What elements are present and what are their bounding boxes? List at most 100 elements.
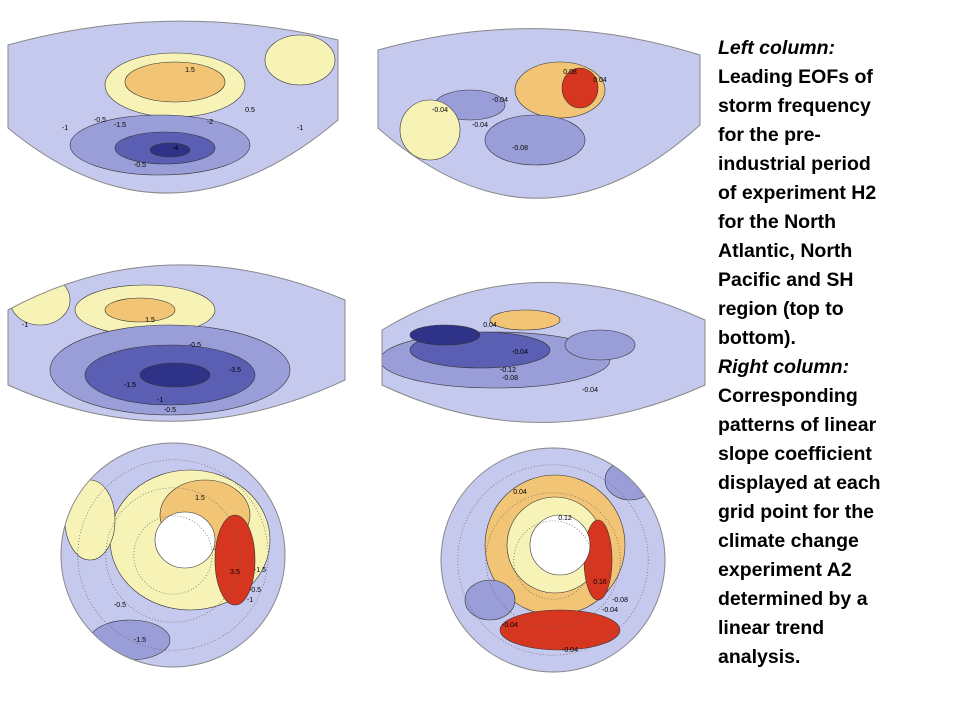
contour-region [64, 479, 116, 561]
latitude-ring [105, 487, 241, 623]
contour-label: 0.04 [593, 77, 607, 84]
contour-label: -1 [157, 397, 163, 404]
contour-label: -0.5 [94, 117, 106, 124]
latitude-ring [513, 520, 593, 600]
map-fill [382, 282, 705, 423]
contour-label: -0.5 [189, 342, 201, 349]
contour-label: -0.04 [512, 349, 528, 356]
contour-label: -0.12 [500, 367, 516, 374]
contour-label: -4 [172, 145, 178, 152]
contour-region [561, 67, 599, 109]
contour-region [124, 61, 226, 103]
contour-label: 0.5 [245, 107, 255, 114]
contour-region [264, 34, 336, 86]
caption-line: climate change [718, 530, 859, 552]
contour-label: -1.5 [254, 567, 266, 574]
contour-label: -1 [22, 322, 28, 329]
contour-region [409, 324, 481, 346]
contour-region [214, 514, 256, 606]
outline-stroke [377, 28, 701, 199]
contour-label: -0.04 [472, 122, 488, 129]
contour-region [464, 579, 516, 621]
contour-label: -0.5 [114, 602, 126, 609]
map-panel: 1.5 -0.5 -1.5 -0.5 -1.5 -1 3.5 [60, 442, 286, 668]
caption-line: patterns of linear [718, 414, 877, 436]
contour-label: -0.08 [612, 597, 628, 604]
contour-region [149, 142, 191, 158]
caption-line: determined by a [718, 588, 868, 610]
contour-region [399, 99, 461, 161]
map-figure: 1.5-1 -1.5-4-2-1-0.5-0.50.50.08-0.04-0.04… [7, 20, 706, 673]
latitude-ring [457, 464, 649, 656]
caption-line: bottom). [718, 327, 796, 349]
contour-region [489, 309, 561, 331]
contour-label: 0.04 [513, 489, 527, 496]
contour-label: 0.16 [593, 579, 607, 586]
map-panel: 1.5 -1 -1.5 -4 -2 -1 -0.5 -0.5 0.5 [7, 20, 339, 194]
contour-region [604, 459, 656, 501]
contour-region [154, 511, 216, 569]
caption-line: Right column: [718, 356, 850, 378]
contour-label: -0.04 [492, 97, 508, 104]
caption-line: for the North [718, 211, 837, 233]
caption-line: grid point for the [718, 501, 874, 523]
map-fill [8, 21, 338, 194]
latitude-ring [485, 492, 621, 628]
outline-stroke [7, 264, 346, 422]
map-fill [8, 264, 345, 422]
contour-label: -0.5 [134, 162, 146, 169]
caption-line: industrial period [718, 153, 871, 175]
map-panel: 0.08 -0.04 -0.04 -0.08 -0.04 0.04 [377, 28, 701, 199]
contour-label: -0.04 [432, 107, 448, 114]
contour-label: -0.5 [249, 587, 261, 594]
caption-line: Atlantic, North [718, 240, 853, 262]
contour-label: 3.5 [230, 569, 240, 576]
contour-label: -0.5 [164, 407, 176, 414]
contour-label: -1.5 [114, 122, 126, 129]
contour-label: 1.5 [145, 317, 155, 324]
caption-line: storm frequency [718, 95, 871, 117]
contour-label: 0.04 [483, 322, 497, 329]
contour-region [89, 619, 171, 661]
contour-label: 1.5 [185, 67, 195, 74]
contour-label: 0.12 [558, 515, 572, 522]
caption-line: for the pre- [718, 124, 821, 146]
contour-region [104, 297, 176, 323]
caption-line: linear trend [718, 617, 825, 639]
contour-label: -3.5 [229, 367, 241, 374]
contour-label: -1 [297, 125, 303, 132]
caption-line: displayed at each [718, 472, 881, 494]
map-fill [378, 28, 700, 199]
map-panel: 1.5-1-0.5-3.5-1.5-1-0.5 [7, 264, 346, 422]
contour-label: -0.08 [502, 375, 518, 382]
contour-label: 1.5 [195, 495, 205, 502]
outline-stroke [381, 281, 706, 423]
map-panel: 0.04 -0.04 -0.12-0.08 -0.04 [381, 281, 706, 423]
contour-region [529, 514, 591, 576]
contour-label: -0.04 [582, 387, 598, 394]
contour-label: -2 [207, 119, 213, 126]
caption-line: Leading EOFs of [718, 66, 873, 88]
outline-stroke [440, 447, 666, 673]
caption-line: Pacific and SH [718, 269, 854, 291]
contour-region [139, 362, 211, 388]
outline-stroke [7, 20, 339, 194]
contour-region [484, 114, 586, 166]
caption-line: region (top to [718, 298, 844, 320]
caption-line: experiment A2 [718, 559, 852, 581]
contour-region [583, 519, 613, 601]
contour-label: -1.5 [134, 637, 146, 644]
contour-label: -0.04 [502, 622, 518, 629]
contour-label: -0.04 [562, 647, 578, 654]
caption-line: slope coefficient [718, 443, 872, 465]
caption-line: Left column: [718, 37, 835, 59]
outline-stroke [60, 442, 286, 668]
latitude-ring [77, 459, 269, 651]
contour-label: -0.04 [602, 607, 618, 614]
contour-label: -1.5 [124, 382, 136, 389]
caption-line: analysis. [718, 646, 801, 668]
caption-line: Corresponding [718, 385, 858, 407]
latitude-ring [133, 515, 213, 595]
caption-line: of experiment H2 [718, 182, 877, 204]
